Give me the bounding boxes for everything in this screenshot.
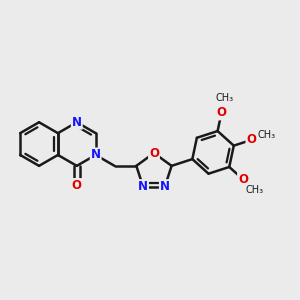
- Text: O: O: [238, 173, 248, 186]
- Text: CH₃: CH₃: [246, 185, 264, 195]
- Text: N: N: [91, 148, 101, 161]
- Text: O: O: [246, 134, 256, 146]
- Text: N: N: [160, 180, 170, 193]
- Text: O: O: [72, 179, 82, 192]
- Text: O: O: [216, 106, 226, 119]
- Text: N: N: [138, 180, 148, 193]
- Text: CH₃: CH₃: [216, 93, 234, 103]
- Text: O: O: [149, 146, 159, 160]
- Text: CH₃: CH₃: [257, 130, 275, 140]
- Text: N: N: [72, 116, 82, 129]
